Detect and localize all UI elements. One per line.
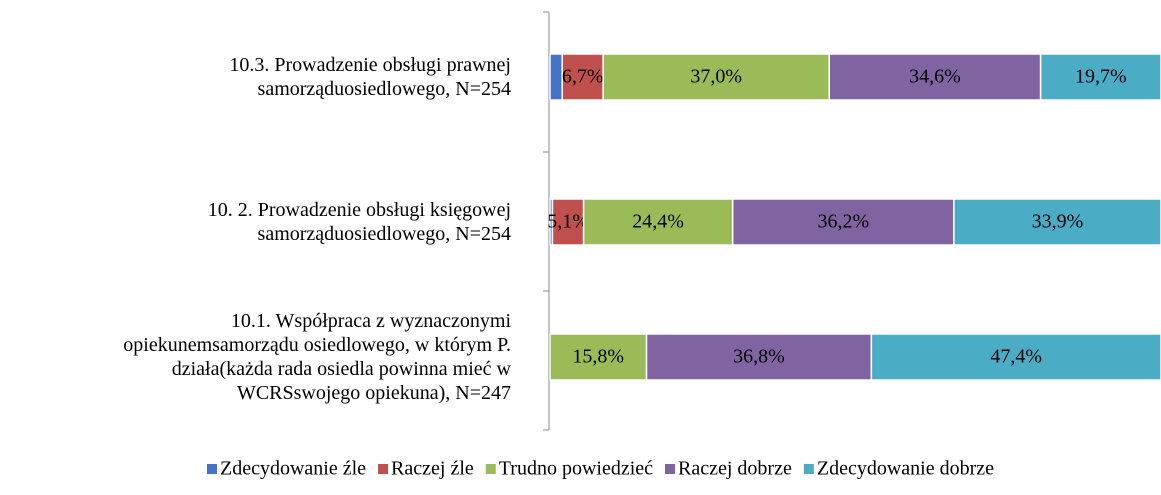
bar-segment: [551, 198, 585, 246]
bar-segment: [561, 53, 604, 101]
legend-swatch: [207, 464, 218, 474]
value-label: 19,7%: [1075, 66, 1127, 88]
bar-segment: [645, 333, 873, 381]
bar-segment: [582, 198, 734, 246]
category-label: 10.1. Współpraca z wyznaczonymi opiekune…: [123, 310, 511, 404]
bar-segment: [828, 53, 1042, 101]
value-label: 24,4%: [632, 211, 684, 233]
value-label: 6,7%: [562, 66, 604, 88]
category-label: 10.3. Prowadzenie obsługi prawnej samorz…: [229, 54, 511, 100]
legend-label: Zdecydowanie źle: [220, 458, 366, 480]
value-label: 5,1%: [547, 211, 589, 233]
bar-segment: [549, 333, 648, 381]
legend-swatch: [803, 464, 814, 474]
legend-label: Trudno powiedzieć: [499, 458, 653, 480]
legend-label: Zdecydowanie dobrze: [817, 458, 994, 480]
value-label: 36,2%: [817, 211, 869, 233]
bar-segment: [870, 333, 1161, 381]
legend-swatch: [665, 464, 676, 474]
legend: Zdecydowanie źle Raczej źle Trudno powiedz…: [207, 458, 994, 480]
bar-segment: [1039, 53, 1161, 101]
legend-swatch: [378, 464, 389, 474]
value-label: 33,9%: [1032, 211, 1084, 233]
value-label: 15,8%: [572, 346, 624, 368]
legend-swatch: [485, 464, 496, 474]
bar-segment: [549, 53, 563, 101]
bar-segment: [953, 198, 1161, 246]
category-label: 10. 2. Prowadzenie obsługi księgowej sam…: [207, 199, 511, 245]
bar-segment: [731, 198, 955, 246]
value-label: 36,8%: [733, 346, 785, 368]
value-label: 37,0%: [690, 66, 742, 88]
legend-label: Raczej źle: [391, 458, 474, 480]
value-label: 47,4%: [990, 346, 1042, 368]
value-label: 34,6%: [909, 66, 961, 88]
legend-label: Raczej dobrze: [678, 458, 792, 480]
